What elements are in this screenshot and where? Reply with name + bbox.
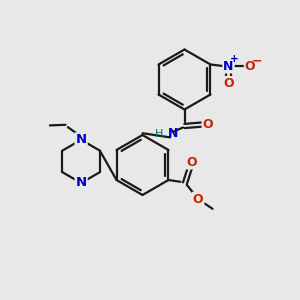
Text: O: O [223, 77, 234, 90]
Text: O: O [202, 118, 213, 131]
Text: O: O [245, 59, 255, 73]
Text: O: O [193, 193, 203, 206]
Text: N: N [76, 176, 87, 190]
Text: +: + [230, 54, 239, 64]
Text: N: N [223, 59, 234, 73]
Text: −: − [251, 54, 262, 67]
Text: O: O [187, 155, 197, 169]
Text: H: H [155, 129, 164, 139]
Text: N: N [167, 127, 178, 140]
Text: N: N [76, 133, 87, 146]
